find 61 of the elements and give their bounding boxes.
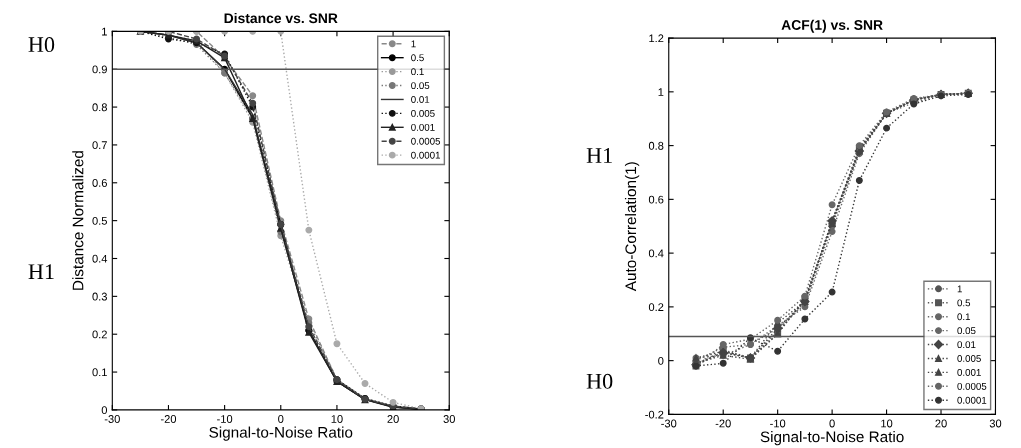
- legend-label: 0.0005: [957, 382, 987, 390]
- y-tick-label: 1.2: [649, 34, 664, 43]
- y-tick-label: 0.2: [92, 330, 107, 339]
- y-tick-label: 0.3: [92, 292, 107, 301]
- y-tick-label: 0.4: [92, 254, 108, 263]
- x-tick-label: 10: [881, 419, 893, 428]
- legend-label: 0.01: [957, 341, 976, 349]
- legend-label: 1: [411, 40, 416, 48]
- x-tick-label: -20: [160, 415, 177, 423]
- x-tick-label: 30: [989, 419, 1002, 428]
- y-tick-label: 0: [101, 406, 108, 415]
- x-tick-label: 20: [387, 415, 399, 423]
- legend-label: 0.005: [957, 355, 981, 362]
- x-tick-label: -10: [217, 415, 233, 423]
- legend-label: 0.0001: [957, 396, 987, 404]
- legend-label: 0.1: [411, 68, 424, 76]
- y-tick-label: 0.6: [648, 195, 664, 204]
- y-tick-label: 0.6: [92, 179, 107, 187]
- text: H0: [28, 37, 55, 53]
- x-tick-label: -20: [715, 419, 731, 428]
- y-tick-label: -0.2: [645, 410, 664, 419]
- x-tick-label: -30: [661, 419, 677, 428]
- x-tick-label: 20: [935, 419, 947, 428]
- legend-label: 0.005: [411, 109, 435, 117]
- y-tick-label: 0.8: [92, 103, 107, 112]
- y-tick-label: 0.5: [92, 216, 107, 225]
- y-tick-label: 0.1: [92, 368, 107, 377]
- x-axis-title: Signal-to-Noise Ratio: [209, 426, 353, 441]
- text: H1: [586, 148, 612, 163]
- x-tick-label: 10: [331, 415, 343, 423]
- y-axis-title: Distance Normalized: [72, 151, 84, 290]
- legend-label: 0.001: [411, 123, 435, 131]
- x-axis-title: Signal-to-Noise Ratio: [760, 431, 904, 446]
- legend-label: 0.5: [411, 54, 424, 62]
- x-tick-label: 0: [829, 419, 835, 428]
- y-tick-label: 0.9: [92, 65, 107, 74]
- chart-title: ACF(1) vs. SNR: [781, 19, 883, 33]
- y-tick-label: 0.8: [648, 141, 664, 150]
- y-tick-label: 0: [658, 356, 664, 365]
- y-tick-label: 0.7: [92, 141, 107, 150]
- legend-label: 0.5: [957, 299, 971, 307]
- text: H0: [586, 373, 613, 389]
- y-tick-label: 1: [102, 27, 107, 36]
- x-tick-label: 0: [278, 415, 284, 423]
- legend-label: 0.1: [957, 313, 971, 321]
- y-tick-label: 0.4: [648, 249, 664, 258]
- legend-label: 0.001: [957, 369, 981, 376]
- chart-title: Distance vs. SNR: [224, 12, 338, 24]
- legend-label: 0.05: [411, 82, 430, 90]
- x-tick-label: -30: [104, 415, 120, 423]
- legend-label: 1: [957, 285, 962, 293]
- x-tick-label: -10: [770, 419, 786, 428]
- y-axis-title: Auto-Correlation(1): [624, 162, 640, 292]
- y-tick-label: 0.2: [648, 303, 664, 312]
- text: H1: [28, 264, 54, 279]
- y-tick-label: 1: [658, 88, 664, 96]
- legend-label: 0.01: [411, 96, 430, 103]
- legend-label: 0.0001: [411, 151, 441, 159]
- legend-label: 0.0005: [411, 137, 441, 145]
- x-tick-label: 30: [443, 415, 455, 423]
- legend-label: 0.05: [957, 327, 976, 335]
